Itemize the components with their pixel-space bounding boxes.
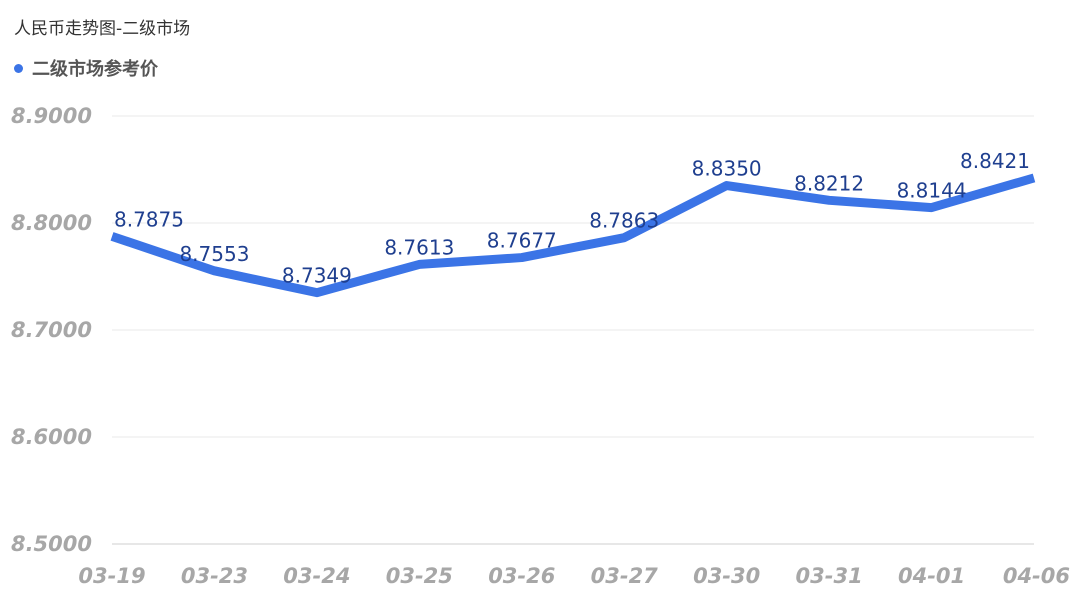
y-tick-label: 8.5000 bbox=[11, 532, 92, 556]
chart-title: 人民币走势图-二级市场 bbox=[14, 19, 191, 39]
y-tick-label: 8.6000 bbox=[11, 425, 92, 449]
y-tick-label: 8.8000 bbox=[11, 211, 92, 235]
y-tick-label: 8.9000 bbox=[11, 104, 92, 128]
data-label: 8.8144 bbox=[897, 179, 967, 203]
y-tick-label: 8.7000 bbox=[11, 318, 92, 342]
data-label: 8.8350 bbox=[692, 157, 762, 181]
legend-marker bbox=[14, 63, 23, 73]
x-tick-label: 03-27 bbox=[591, 564, 659, 588]
x-tick-label: 03-25 bbox=[386, 564, 453, 588]
data-label: 8.8421 bbox=[960, 149, 1030, 173]
x-tick-label: 04-06 bbox=[1003, 564, 1070, 588]
x-tick-label: 03-23 bbox=[181, 564, 248, 588]
data-label: 8.7553 bbox=[179, 242, 249, 266]
legend[interactable]: 二级市场参考价 bbox=[14, 55, 158, 81]
x-tick-label: 03-24 bbox=[283, 564, 350, 588]
data-label: 8.8212 bbox=[794, 171, 864, 195]
data-label: 8.7613 bbox=[384, 235, 454, 259]
series-line[interactable] bbox=[110, 173, 1036, 298]
legend-label: 二级市场参考价 bbox=[32, 59, 158, 80]
x-tick-label: 03-31 bbox=[796, 564, 863, 588]
data-label: 8.7875 bbox=[114, 207, 184, 231]
x-tick-label: 04-01 bbox=[898, 564, 965, 588]
x-tick-label: 03-26 bbox=[488, 564, 555, 588]
data-label: 8.7349 bbox=[282, 264, 352, 288]
x-tick-label: 03-30 bbox=[693, 564, 760, 588]
data-label: 8.7677 bbox=[487, 229, 557, 253]
data-label: 8.7863 bbox=[589, 209, 659, 233]
x-tick-label: 03-19 bbox=[78, 564, 145, 588]
